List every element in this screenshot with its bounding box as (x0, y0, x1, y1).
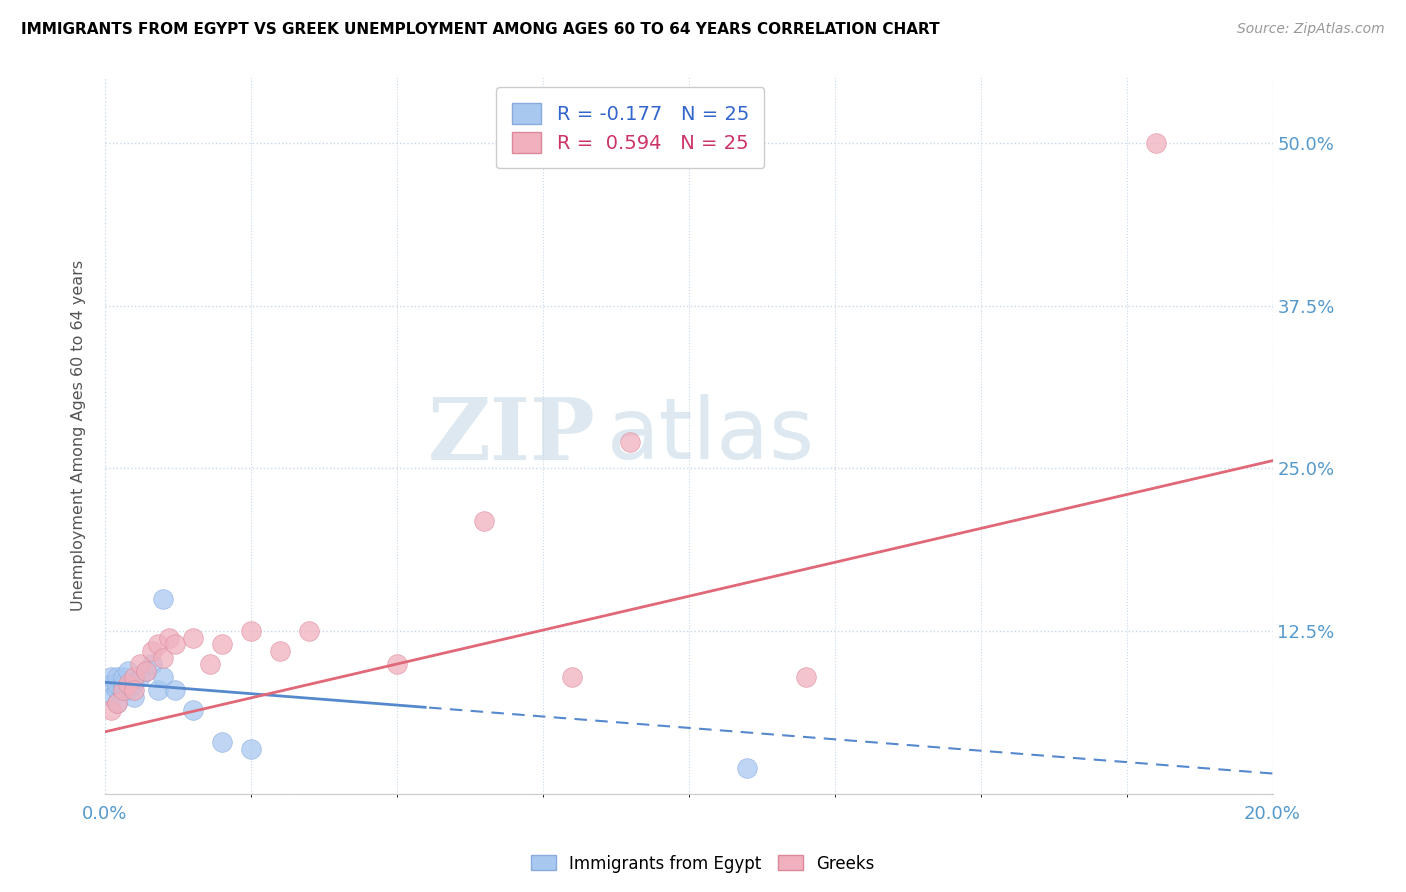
Point (100, 670, 122, 684)
Point (129, 657, 152, 671)
Point (735, 761, 758, 775)
Point (105, 696, 128, 710)
Point (157, 631, 180, 645)
Point (211, 735, 233, 749)
Point (181, 703, 204, 717)
Point (100, 690, 122, 704)
Point (111, 683, 134, 698)
Legend: R = -0.177   N = 25, R =  0.594   N = 25: R = -0.177 N = 25, R = 0.594 N = 25 (496, 87, 765, 169)
Point (111, 676, 134, 690)
Point (122, 690, 145, 704)
Point (181, 631, 204, 645)
Point (163, 637, 186, 651)
Point (122, 670, 145, 684)
Point (1144, 136, 1167, 150)
Text: ZIP: ZIP (427, 394, 595, 478)
Point (474, 514, 496, 528)
Point (111, 683, 134, 698)
Point (561, 670, 583, 684)
Point (122, 676, 145, 690)
Point (105, 670, 128, 684)
Y-axis label: Unemployment Among Ages 60 to 64 years: Unemployment Among Ages 60 to 64 years (72, 260, 86, 612)
Point (152, 650, 174, 665)
Point (117, 683, 139, 698)
Point (239, 741, 262, 756)
Point (105, 683, 128, 698)
Point (129, 670, 152, 684)
Point (239, 624, 262, 639)
Point (100, 676, 122, 690)
Point (100, 703, 122, 717)
Point (152, 591, 174, 606)
Point (619, 435, 641, 450)
Point (135, 664, 157, 678)
Point (105, 676, 128, 690)
Point (122, 683, 145, 698)
Text: IMMIGRANTS FROM EGYPT VS GREEK UNEMPLOYMENT AMONG AGES 60 TO 64 YEARS CORRELATIO: IMMIGRANTS FROM EGYPT VS GREEK UNEMPLOYM… (21, 22, 939, 37)
Point (269, 644, 291, 658)
Point (198, 657, 221, 671)
Point (794, 670, 817, 684)
Text: Source: ZipAtlas.com: Source: ZipAtlas.com (1237, 22, 1385, 37)
Point (298, 624, 321, 639)
Point (141, 644, 163, 658)
Point (135, 664, 157, 678)
Point (105, 696, 128, 710)
Point (141, 657, 163, 671)
Point (117, 664, 139, 678)
Point (385, 657, 408, 671)
Point (111, 670, 134, 684)
Point (163, 683, 186, 698)
Point (152, 670, 174, 684)
Point (146, 637, 169, 651)
Point (117, 676, 139, 690)
Legend: Immigrants from Egypt, Greeks: Immigrants from Egypt, Greeks (524, 848, 882, 880)
Text: atlas: atlas (607, 394, 815, 477)
Point (211, 637, 233, 651)
Point (146, 683, 169, 698)
